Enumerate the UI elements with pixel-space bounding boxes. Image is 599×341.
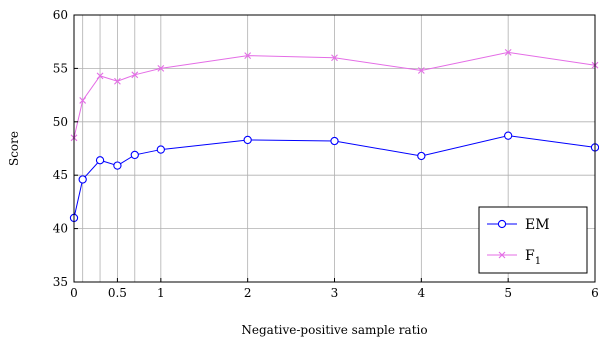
y-tick-label: 55: [53, 61, 68, 75]
legend-label-subscript: 1: [535, 256, 541, 267]
data-point-stroke: [114, 77, 121, 85]
data-point-stroke: [417, 67, 425, 74]
x-tick-label: 5: [504, 286, 512, 300]
data-point: [113, 161, 122, 170]
x-tick-label: 0: [70, 286, 78, 300]
x-tick-label: 0.5: [108, 286, 127, 300]
legend-box: [478, 206, 588, 274]
x-tick-label: 2: [244, 286, 252, 300]
data-point: [130, 150, 139, 160]
data-point-stroke: [131, 71, 139, 79]
y-tick-label: 45: [53, 168, 68, 182]
data-point: [79, 97, 87, 104]
data-point: [78, 175, 87, 184]
data-point-stroke: [244, 52, 252, 59]
legend-marker: [498, 251, 506, 259]
data-point: [504, 48, 512, 56]
legend-marker: [497, 219, 507, 229]
y-tick-label: 60: [53, 8, 68, 22]
legend-label: EM: [525, 217, 550, 233]
data-point: [244, 52, 252, 59]
legend-marker-stroke: [498, 251, 506, 259]
data-point-stroke: [157, 65, 165, 72]
data-point: [114, 77, 121, 85]
x-tick-label: 1: [157, 286, 165, 300]
data-point-stroke: [96, 72, 104, 80]
data-point: [504, 131, 513, 140]
data-point: [156, 145, 165, 154]
series-layer: [69, 48, 599, 223]
data-point-stroke: [79, 97, 87, 104]
y-tick-label: 40: [53, 222, 68, 236]
data-point: [330, 136, 339, 146]
data-point-stroke: [504, 48, 512, 56]
data-point-stroke: [331, 54, 338, 62]
y-tick-label: 50: [53, 115, 68, 129]
data-point: [417, 151, 426, 161]
legend-entry: EM: [487, 217, 550, 233]
data-point: [417, 67, 425, 74]
data-point: [243, 135, 252, 145]
x-axis-title: Negative-positive sample ratio: [241, 323, 427, 337]
y-axis-title: Score: [7, 131, 21, 166]
y-tick-label: 35: [53, 275, 68, 289]
x-tick-label: 6: [591, 286, 599, 300]
data-point: [131, 71, 139, 79]
data-point: [331, 54, 338, 62]
x-tick-label: 4: [418, 286, 426, 300]
x-tick-label: 3: [331, 286, 339, 300]
data-point: [96, 72, 104, 80]
data-point: [95, 156, 105, 165]
series-em: [69, 131, 599, 223]
data-point: [157, 65, 165, 72]
